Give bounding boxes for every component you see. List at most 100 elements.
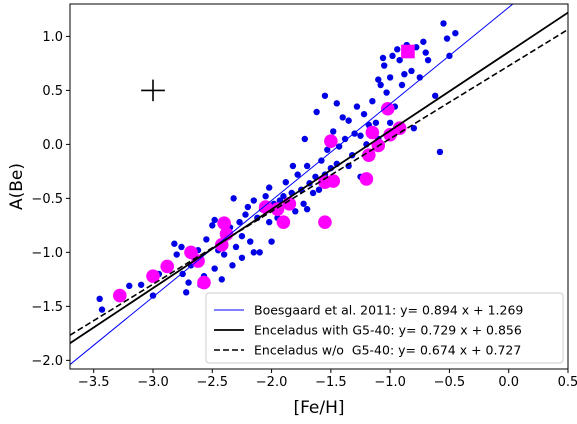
blue-point <box>335 143 343 150</box>
x-tick-label: −3.0 <box>137 375 169 390</box>
fit-line-2 <box>70 11 568 344</box>
x-tick-label: −3.5 <box>78 375 110 390</box>
magenta-point <box>146 269 160 283</box>
blue-point <box>268 238 275 245</box>
blue-point <box>420 38 427 45</box>
blue-point <box>171 240 178 247</box>
magenta-point <box>362 148 376 162</box>
x-tick-label: 0.5 <box>558 375 577 390</box>
blue-point <box>183 289 190 296</box>
blue-point <box>440 20 447 27</box>
blue-point <box>313 108 320 116</box>
magenta-point <box>380 101 395 116</box>
magenta-point <box>276 215 291 229</box>
blue-point <box>209 222 216 229</box>
blue-point <box>242 211 249 218</box>
blue-point <box>389 52 396 60</box>
magenta-point <box>326 174 341 188</box>
blue-point <box>232 243 240 251</box>
blue-point <box>452 29 459 37</box>
blue-point <box>398 81 406 89</box>
blue-point <box>357 132 364 139</box>
blue-point <box>266 184 273 191</box>
y-tick-label: −0.5 <box>31 192 63 207</box>
magenta-square <box>401 44 415 59</box>
blue-point <box>360 110 368 118</box>
blue-point <box>98 306 106 313</box>
y-tick-label: −1.5 <box>31 300 63 315</box>
blue-point <box>229 262 236 269</box>
blue-point <box>341 135 349 143</box>
blue-point <box>396 56 403 64</box>
blue-point <box>301 135 308 143</box>
fit-line-3 <box>70 28 568 336</box>
magenta-point <box>217 216 231 231</box>
magenta-point <box>324 134 338 148</box>
blue-point <box>379 54 387 62</box>
blue-point <box>218 276 225 283</box>
blue-point <box>303 205 311 213</box>
blue-point <box>315 186 323 193</box>
magenta-point <box>383 127 397 142</box>
blue-point <box>282 178 289 186</box>
y-tick-label: −2.0 <box>31 354 63 369</box>
blue-point <box>236 218 243 226</box>
blue-point <box>303 162 311 170</box>
blue-point <box>149 292 157 299</box>
blue-point <box>244 203 252 211</box>
axis-ticks: −3.5 −3.0 −2.5 −2.0 −1.5 −1.0 −0.5 0.0 0.5 −2.0 −1… <box>31 30 577 390</box>
blue-point <box>377 81 384 89</box>
x-axis-title: [Fe/H] <box>293 398 344 418</box>
blue-point <box>137 281 145 288</box>
fit-line-1 <box>70 4 514 365</box>
blue-point <box>432 92 439 99</box>
blue-point <box>280 193 287 200</box>
blue-point <box>266 218 273 226</box>
blue-point <box>321 92 329 99</box>
blue-point <box>220 251 228 258</box>
y-tick-label: 0.5 <box>42 84 63 99</box>
blue-point <box>126 282 133 290</box>
blue-point <box>424 56 432 64</box>
y-tick-label: 0.0 <box>42 138 63 153</box>
legend-label-2: Enceladus with G5-40: y= 0.729 x + 0.856 <box>254 323 522 338</box>
blue-point <box>333 100 340 107</box>
blue-point <box>256 249 263 256</box>
blue-point <box>247 238 254 245</box>
blue-point <box>369 97 376 105</box>
blue-point <box>289 162 297 170</box>
blue-point <box>96 295 103 303</box>
magenta-point <box>113 288 127 303</box>
x-tick-label: −1.0 <box>374 375 406 390</box>
legend: Boesgaard et al. 2011: y= 0.894 x + 1.26… <box>205 292 564 364</box>
blue-point <box>410 124 418 132</box>
blue-point <box>309 189 317 197</box>
blue-point <box>375 76 382 83</box>
blue-point <box>372 119 380 126</box>
blue-point <box>383 89 390 96</box>
x-tick-label: −2.5 <box>196 375 228 390</box>
x-tick-label: −2.0 <box>256 375 288 390</box>
blue-point <box>401 70 408 78</box>
blue-point <box>330 128 337 135</box>
x-tick-label: −1.5 <box>315 375 347 390</box>
blue-point <box>386 119 394 126</box>
legend-label-3: Enceladus w/o G5-40: y= 0.674 x + 0.727 <box>254 343 521 358</box>
blue-point <box>203 236 210 243</box>
plot-frame <box>69 3 569 370</box>
y-tick-label: −1.0 <box>31 246 63 261</box>
y-tick-label: 1.0 <box>42 30 63 45</box>
magenta-point <box>197 275 211 290</box>
magenta-point <box>318 215 332 229</box>
x-tick-label: 0.0 <box>498 375 519 390</box>
blue-point <box>250 197 257 204</box>
legend-label-1: Boesgaard et al. 2011: y= 0.894 x + 1.26… <box>254 303 523 318</box>
blue-point <box>262 193 269 200</box>
magenta-point <box>282 196 297 211</box>
blue-point <box>443 35 451 42</box>
blue-point <box>238 232 246 240</box>
blue-point <box>185 279 192 286</box>
blue-point <box>381 62 388 69</box>
blue-point <box>294 171 301 178</box>
